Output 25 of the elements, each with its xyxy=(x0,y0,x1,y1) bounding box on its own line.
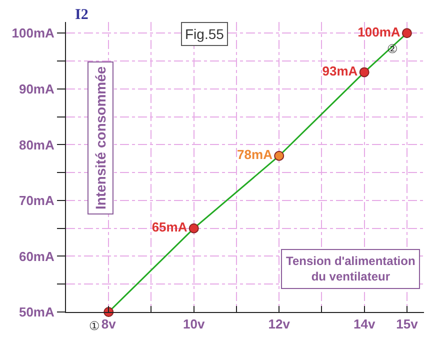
x-tick-label: 15v xyxy=(396,316,419,332)
x-tick-label: 12v xyxy=(268,316,291,332)
x-axis-title: Tension d'alimentation du ventilateur xyxy=(286,254,416,284)
data-label: 78mA xyxy=(237,147,274,162)
data-label: 65mA xyxy=(152,220,188,235)
point xyxy=(402,28,412,38)
chart-title: Fig.55 xyxy=(185,26,224,42)
annotation: Intensité consommée xyxy=(92,66,108,210)
x-tick-label: 10v xyxy=(183,316,206,332)
data-label: 100mA xyxy=(358,24,401,40)
y-tick-label: 50mA xyxy=(18,304,55,320)
y-tick-label: 70mA xyxy=(18,193,55,208)
y-tick-label: 80mA xyxy=(18,137,55,152)
x-tick-label: 14v xyxy=(353,316,376,332)
y-tick-label: 60mA xyxy=(18,248,55,264)
data-label: 93mA xyxy=(322,63,358,78)
x-tick-label: 8v xyxy=(101,316,117,332)
annotation: ② xyxy=(387,42,398,56)
point xyxy=(274,150,284,161)
point xyxy=(188,223,199,234)
annotation: ① xyxy=(89,319,100,333)
point xyxy=(359,67,370,78)
y-tick-label: 90mA xyxy=(18,81,55,96)
y-tick-label: 100mA xyxy=(12,26,56,41)
y-axis-title: I2 xyxy=(75,7,88,23)
